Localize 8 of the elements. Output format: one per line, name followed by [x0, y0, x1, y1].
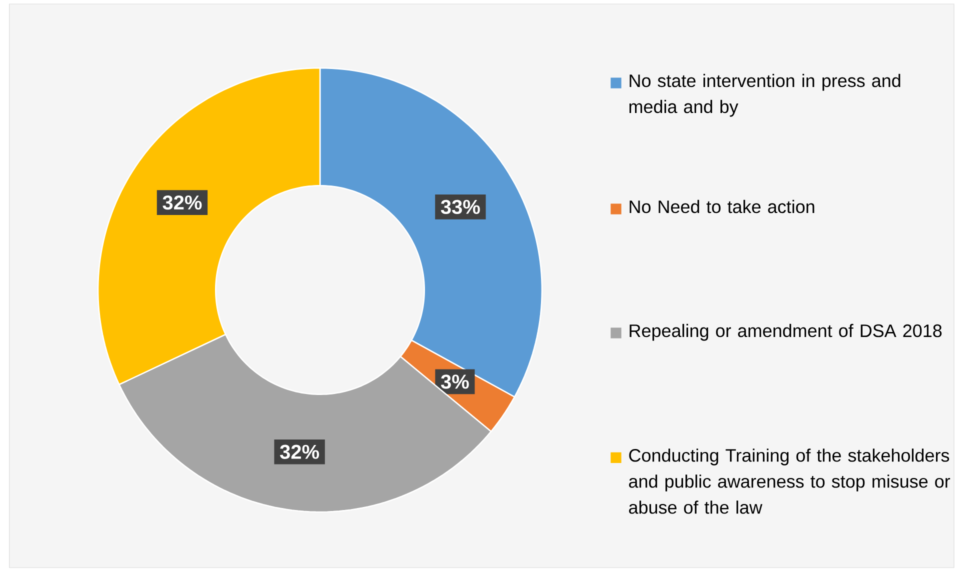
legend-label: No Need to take action [630, 200, 814, 214]
legend-label: Repealing or amendment of DSA 2018 [630, 324, 942, 341]
data-label: 32% [280, 444, 320, 459]
data-label: 33% [440, 200, 480, 214]
legend-label: Conducting Training of the stakeholders and public awareness to stop misuse or abuse of the law [629, 448, 950, 514]
data-label: 3% [440, 374, 469, 389]
data-label: 32% [162, 195, 202, 210]
legend-label: No state intervention in press and media and by [629, 74, 900, 117]
